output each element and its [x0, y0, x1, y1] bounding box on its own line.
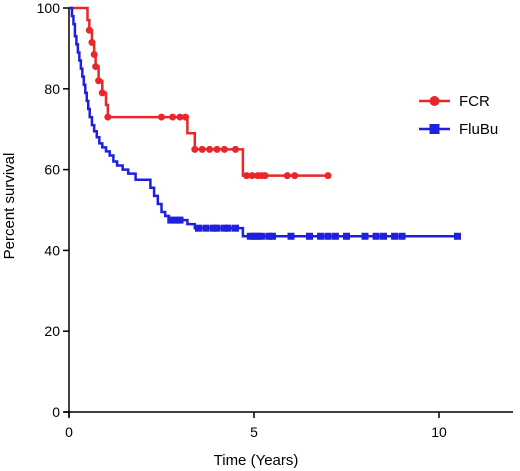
data-point — [232, 224, 239, 232]
data-point — [182, 113, 190, 121]
y-tick-label: 40 — [44, 242, 60, 258]
y-tick-label: 100 — [37, 0, 61, 16]
series-fcr — [69, 6, 332, 180]
data-point — [243, 172, 251, 180]
data-point — [167, 216, 175, 224]
data-point — [202, 224, 210, 232]
data-point — [380, 232, 387, 240]
data-point — [269, 232, 276, 240]
data-point — [283, 172, 291, 180]
data-point — [206, 145, 214, 153]
legend-item-flubu: FluBu — [419, 121, 498, 138]
y-tick-label: 60 — [44, 162, 60, 178]
data-point — [324, 232, 332, 240]
y-axis-title: Percent survival — [1, 153, 18, 260]
data-point — [176, 216, 184, 224]
data-point — [391, 232, 399, 240]
data-point — [291, 172, 299, 180]
data-point — [90, 50, 98, 58]
data-point — [88, 38, 96, 46]
data-point — [454, 232, 461, 240]
data-point — [224, 224, 232, 232]
data-point — [98, 89, 106, 97]
data-point — [306, 232, 313, 240]
series-line — [69, 6, 458, 238]
data-point — [254, 232, 262, 240]
y-tick-label: 80 — [44, 81, 60, 97]
data-point — [92, 63, 100, 71]
data-point — [398, 232, 406, 240]
data-point — [232, 145, 239, 153]
x-tick-label: 10 — [431, 424, 447, 440]
data-point — [198, 145, 206, 153]
data-point — [250, 232, 258, 240]
data-point — [213, 224, 221, 232]
data-point — [176, 113, 184, 121]
data-point — [317, 232, 325, 240]
legend: FCR FluBu — [419, 93, 498, 138]
data-point — [104, 113, 112, 121]
x-tick-label: 5 — [250, 424, 258, 440]
data-point — [361, 232, 369, 240]
data-point — [195, 224, 202, 232]
legend-marker — [429, 124, 440, 134]
data-point — [343, 232, 350, 240]
data-point — [209, 224, 217, 232]
data-point — [220, 145, 228, 153]
data-point — [265, 232, 273, 240]
data-point — [287, 232, 295, 240]
data-point — [169, 113, 177, 121]
x-tick-label: 0 — [65, 424, 73, 440]
series-flubu — [69, 6, 461, 240]
data-point — [324, 172, 332, 180]
data-point — [158, 113, 165, 121]
legend-label: FluBu — [459, 121, 498, 138]
data-point — [95, 77, 103, 85]
legend-item-fcr: FCR — [419, 93, 490, 110]
data-point — [220, 224, 228, 232]
legend-label: FCR — [459, 93, 490, 110]
y-tick-label: 20 — [44, 323, 60, 339]
x-axis-title: Time (Years) — [214, 452, 299, 469]
data-point — [248, 172, 256, 180]
y-tick-label: 0 — [52, 404, 60, 420]
data-point — [172, 216, 180, 224]
data-point — [191, 145, 199, 153]
data-point — [331, 232, 339, 240]
data-point — [85, 26, 93, 34]
data-point — [246, 232, 254, 240]
data-point — [257, 232, 265, 240]
series-layer — [69, 6, 461, 240]
legend-marker — [429, 96, 440, 106]
axes: 0 20 40 60 80 100 0 5 10 — [37, 0, 513, 440]
data-point — [213, 145, 221, 153]
data-point — [372, 232, 380, 240]
data-point — [261, 172, 269, 180]
